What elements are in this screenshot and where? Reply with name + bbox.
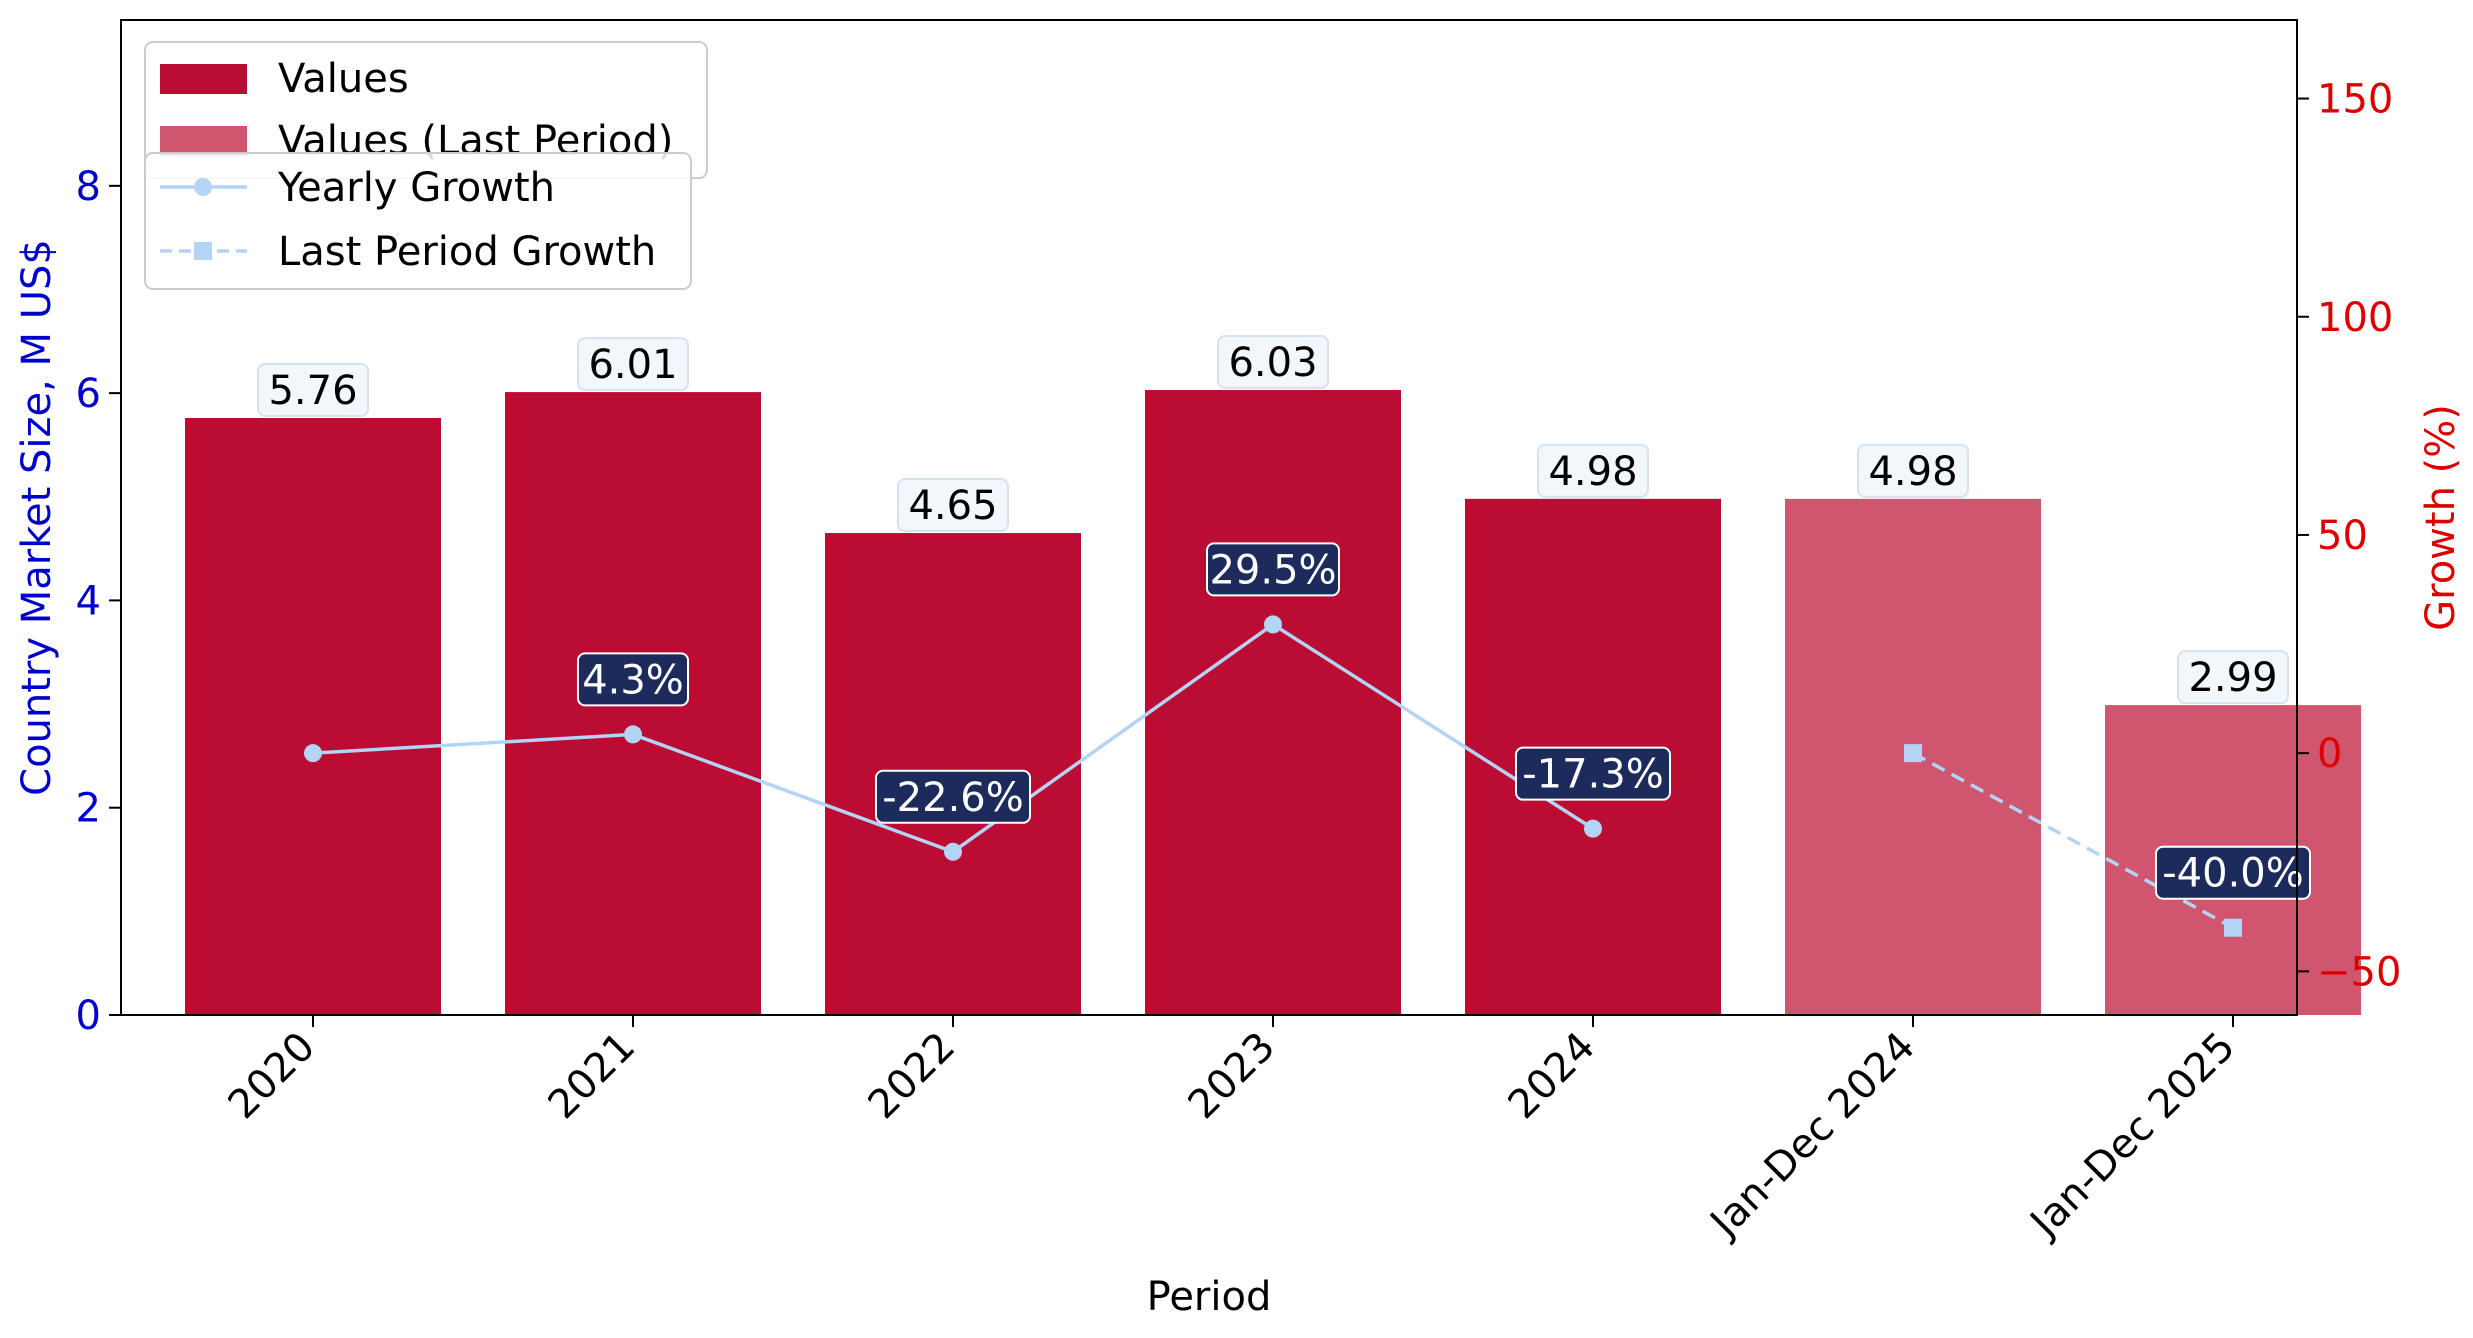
plot-frame (120, 19, 2298, 1016)
bar-value-label-0-group: 5.76 (257, 363, 369, 417)
growth-label-1: 4.3% (582, 657, 684, 703)
legend-marker-1 (194, 242, 212, 260)
yearly-growth-marker-1 (624, 725, 642, 744)
bar-value-label-4-box (1537, 443, 1649, 498)
bar-value-label-1-box (577, 337, 689, 392)
growth-label-6-box (2155, 845, 2311, 900)
x-tick-label-4: 2024 (1500, 1024, 1605, 1129)
growth-label-3-group: 29.5% (1206, 542, 1340, 597)
y-axis-right: −50 0 50 100 150 (2297, 77, 2401, 995)
y-left-tick-label-8: 8 (76, 164, 101, 210)
bar-value-label-1: 6.01 (588, 342, 677, 388)
legend-line-label-1: Last Period Growth (278, 229, 656, 275)
y-axis-left-title: Country Market Size, M US$ (14, 239, 60, 796)
growth-label-4-box (1515, 746, 1671, 801)
data-labels-layer: 5.76 6.01 4.65 6.03 4.98 4.98 2.99 4.3% -22.6% 29… (257, 335, 2311, 900)
bar-value-label-6-box (2177, 650, 2289, 705)
growth-label-1-group: 4.3% (577, 652, 689, 707)
x-tick-label-6: Jan-Dec 2025 (2020, 1024, 2244, 1248)
growth-label-3-box (1206, 542, 1340, 597)
x-tick-label-3: 2023 (1180, 1024, 1285, 1129)
x-axis: 2020 2021 2022 2023 2024 Jan-Dec 2024 Jan-Dec … (220, 1015, 2244, 1248)
growth-label-2-group: -22.6% (875, 769, 1031, 824)
yearly-growth-marker-0 (304, 744, 322, 763)
bar-value-label-6-group: 2.99 (2177, 650, 2289, 705)
x-tick-label-0: 2020 (220, 1024, 325, 1129)
bar-value-label-5-group: 4.98 (1857, 443, 1969, 498)
bar-value-label-3: 6.03 (1228, 340, 1317, 386)
yearly-growth-marker-4 (1584, 819, 1602, 838)
y-right-tick-label-0: 0 (2317, 731, 2342, 777)
bar-value-label-6: 2.99 (2188, 655, 2277, 701)
bar-value-label-3-group: 6.03 (1217, 335, 1329, 390)
y-right-tick-label--50: −50 (2317, 949, 2401, 995)
x-axis-title: Period (1147, 1274, 1272, 1320)
x-tick-label-1: 2021 (540, 1024, 645, 1129)
yearly-growth-marker-2 (944, 842, 962, 861)
growth-label-1-box (577, 652, 689, 707)
growth-lines-layer (304, 615, 2242, 937)
legend-line-label-0: Yearly Growth (277, 165, 555, 211)
y-right-tick-label-50: 50 (2317, 513, 2368, 559)
bar-value-label-2-group: 4.65 (897, 478, 1009, 533)
growth-label-2-box (875, 769, 1031, 824)
bar-value-label-5-box (1857, 443, 1969, 498)
legend-lines: Yearly Growth Last Period Growth (144, 152, 692, 290)
y-right-tick-label-150: 150 (2317, 77, 2393, 123)
legend-swatch-1 (160, 126, 247, 156)
last-period-growth-line (1912, 751, 2234, 930)
bar-value-label-5: 4.98 (1868, 449, 1957, 495)
yearly-growth-marker-3 (1264, 615, 1282, 634)
bar-value-label-2-box (897, 478, 1009, 533)
y-left-tick-label-4: 4 (76, 578, 101, 624)
bars-layer (185, 390, 2361, 1016)
x-tick-label-2: 2022 (860, 1024, 965, 1129)
growth-label-4-group: -17.3% (1515, 746, 1671, 801)
bar-value-label-0: 5.76 (268, 368, 357, 414)
bar-value-label-3-box (1217, 335, 1329, 390)
bar-values-3 (1145, 390, 1401, 1015)
growth-label-2: -22.6% (882, 775, 1024, 821)
x-tick-label-5: Jan-Dec 2024 (1700, 1024, 1924, 1248)
legend-marker-0 (194, 178, 212, 196)
growth-label-6: -40.0% (2162, 851, 2304, 897)
bar-value-label-1-group: 6.01 (577, 337, 689, 392)
legend-lines-frame (144, 152, 692, 290)
y-right-tick-label-100: 100 (2317, 295, 2393, 341)
legend-label-0: Values (278, 56, 409, 102)
y-axis-left: 0 2 4 6 8 (76, 164, 121, 1039)
last-period-growth-marker-5 (1904, 744, 1922, 763)
last-period-growth-marker-6 (2224, 918, 2242, 937)
y-left-tick-label-2: 2 (76, 786, 101, 832)
y-left-tick-label-0: 0 (76, 993, 101, 1039)
growth-label-3: 29.5% (1209, 547, 1336, 593)
bar-values-0 (185, 418, 441, 1015)
legend-swatch-0 (160, 64, 247, 94)
y-axis-right-title: Growth (%) (2418, 404, 2464, 631)
bar-value-label-4-group: 4.98 (1537, 443, 1649, 498)
bar-value-label-0-box (257, 363, 369, 417)
y-left-tick-label-6: 6 (76, 371, 101, 417)
bar-value-label-4: 4.98 (1548, 449, 1637, 495)
bar-value-label-2: 4.65 (908, 483, 997, 529)
growth-label-6-group: -40.0% (2155, 845, 2311, 900)
growth-label-4: -17.3% (1522, 752, 1664, 798)
